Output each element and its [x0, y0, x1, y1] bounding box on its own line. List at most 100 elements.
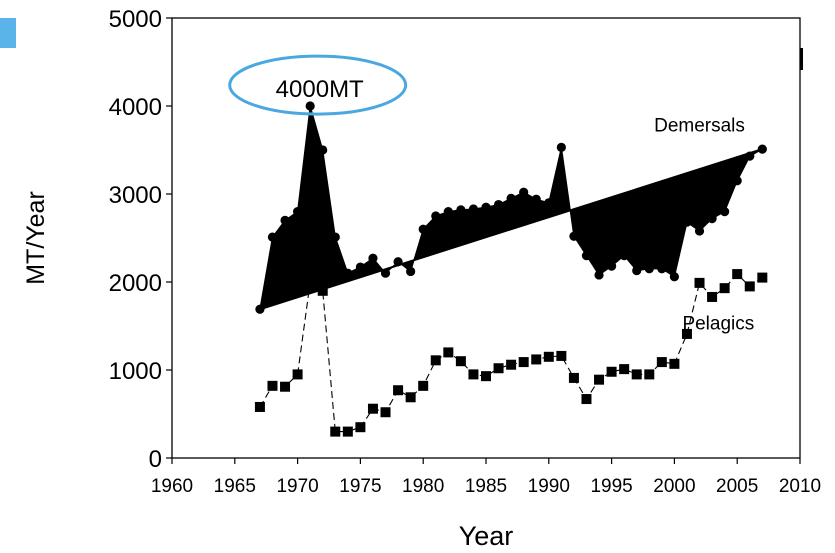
pelagics-point [644, 369, 655, 380]
demersals-point [368, 253, 378, 263]
demersals-point [669, 272, 680, 282]
pelagics-point [254, 401, 265, 412]
demersals-point [343, 268, 353, 278]
demersals-point [406, 266, 416, 277]
plot-layer: 4000MT 3000MT Demersals Pelagics [228, 54, 768, 437]
y-tick-label: 4000 [109, 94, 162, 121]
pelagics-point [330, 426, 341, 437]
demersals-point [431, 211, 441, 221]
demersals-point [330, 232, 340, 242]
y-tick-label: 3000 [109, 182, 162, 209]
pelagics-point [481, 371, 491, 382]
pelagics-point [405, 392, 416, 403]
pelagics-point [719, 283, 730, 294]
demersals-point [443, 207, 453, 217]
y-tick-label: 2000 [109, 270, 162, 297]
pelagics-point [493, 363, 504, 374]
demersals-point [745, 151, 755, 161]
x-tick-label: 1975 [339, 476, 381, 497]
pelagics-point [707, 291, 718, 302]
demersals-point [619, 251, 629, 261]
demersals-point [682, 217, 692, 227]
demersals-point [456, 205, 466, 215]
x-tick-label: 1990 [528, 476, 570, 497]
demersals-point [293, 207, 303, 217]
pelagics-point [732, 269, 743, 280]
demersals-point [355, 262, 365, 272]
pelagics-point [342, 426, 353, 437]
pelagics-point [506, 359, 517, 370]
demersals-point [267, 232, 278, 242]
demersals-point [720, 207, 730, 217]
right-edge-mark [800, 48, 803, 70]
pelagics-point [606, 366, 617, 377]
pelagics-point [430, 355, 441, 366]
pelagics-point [367, 403, 378, 414]
demersals-point [632, 265, 642, 276]
demersals-point [657, 264, 667, 274]
pelagics-line [259, 273, 763, 433]
x-axis-title: Year [459, 521, 514, 551]
pelagics-point [594, 374, 605, 385]
y-tick-label: 5000 [109, 6, 162, 33]
x-tick-label: 1985 [465, 476, 507, 497]
pelagics-point [267, 380, 278, 391]
pelagics-point [393, 385, 404, 396]
pelagics-point [418, 380, 429, 391]
pelagics-point [518, 357, 529, 368]
annotation-ellipse [228, 54, 408, 116]
pelagics-point [543, 351, 554, 362]
pelagics-point [581, 394, 592, 405]
pelagics-point [757, 272, 768, 283]
demersals-point [318, 145, 328, 155]
demersals-point [393, 257, 403, 267]
series-label: Pelagics [682, 314, 754, 335]
demersals-point [468, 204, 479, 214]
demersals-point [556, 142, 566, 152]
pelagics-point [744, 281, 755, 292]
annotation-label: 3000MT [351, 186, 432, 211]
demersals-point [418, 224, 428, 234]
pelagics-point [443, 347, 454, 358]
pelagics-point [681, 328, 692, 339]
pelagics-point [280, 381, 291, 392]
demersals-point [569, 231, 579, 241]
series-label: Demersals [654, 116, 745, 137]
pelagics-point [568, 372, 579, 383]
demersals-point [519, 187, 529, 197]
demersals-point [644, 264, 654, 274]
y-axis-title: MT/Year [22, 191, 50, 285]
pelagics-point [292, 369, 303, 380]
x-tick-label: 2000 [653, 476, 695, 497]
pelagics-point [317, 285, 328, 296]
corner-tab-decoration [0, 18, 16, 48]
demersals-point [380, 268, 391, 278]
demersals-point [732, 176, 742, 186]
demersals-point [481, 202, 491, 212]
pelagics-point [380, 407, 391, 418]
demersals-fill-area [259, 106, 763, 310]
annotation-label: 4000MT [276, 76, 364, 103]
x-tick-label: 1980 [402, 476, 444, 497]
demersals-point [493, 199, 504, 210]
x-tick-label: 1960 [151, 476, 193, 497]
x-tick-layer: 1960 1965 1970 1975 1980 1985 1990 1995 2000 2005… [151, 458, 821, 497]
pelagics-point [556, 350, 567, 361]
demersals-point [694, 226, 705, 236]
pelagics-point [694, 277, 705, 288]
pelagics-point [531, 354, 542, 365]
y-tick-layer: 0 1000 2000 3000 4000 5000 [109, 6, 172, 473]
demersals-point [506, 193, 516, 203]
demersals-point [581, 251, 592, 261]
pelagics-point [305, 277, 316, 287]
pelagics-point [656, 357, 667, 368]
demersals-point [757, 144, 767, 154]
x-tick-label: 1970 [276, 476, 318, 497]
demersals-point [594, 270, 604, 280]
x-tick-label: 2005 [716, 476, 758, 497]
demersals-point [531, 194, 541, 204]
demersals-point [305, 101, 315, 111]
pelagics-point [631, 369, 642, 380]
pelagics-point [455, 356, 466, 367]
demersals-point [280, 215, 290, 225]
